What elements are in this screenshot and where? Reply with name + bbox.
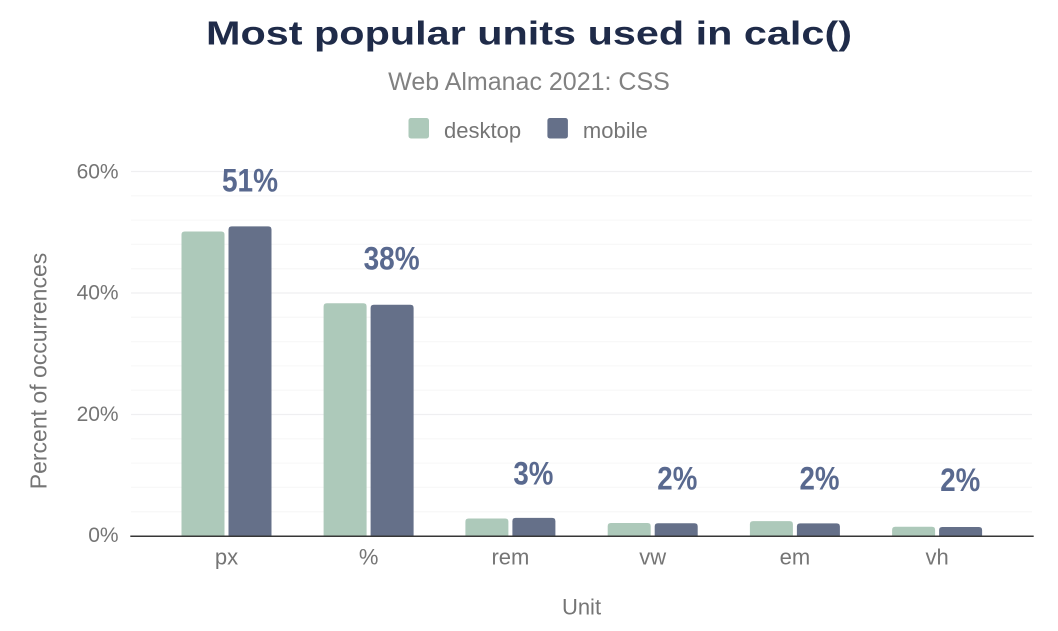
- svg-text:Most popular units used in cal: Most popular units used in calc(): [206, 16, 852, 53]
- svg-text:3%: 3%: [513, 456, 553, 492]
- svg-text:60%: 60%: [77, 161, 119, 184]
- svg-text:40%: 40%: [77, 282, 119, 305]
- svg-text:51%: 51%: [222, 163, 278, 199]
- svg-text:38%: 38%: [364, 241, 420, 277]
- svg-text:2%: 2%: [657, 461, 697, 497]
- svg-text:2%: 2%: [800, 461, 840, 497]
- svg-text:em: em: [780, 545, 811, 570]
- svg-text:vw: vw: [639, 545, 666, 570]
- svg-text:Unit: Unit: [562, 595, 601, 620]
- svg-text:vh: vh: [925, 545, 948, 570]
- svg-text:Web Almanac 2021: CSS: Web Almanac 2021: CSS: [388, 68, 670, 96]
- svg-text:desktop: desktop: [444, 118, 521, 143]
- svg-text:2%: 2%: [940, 462, 980, 498]
- svg-text:rem: rem: [491, 545, 529, 570]
- svg-text:Percent of occurrences: Percent of occurrences: [26, 253, 52, 490]
- svg-text:px: px: [215, 545, 238, 570]
- svg-text:20%: 20%: [77, 403, 119, 426]
- svg-text:mobile: mobile: [583, 118, 648, 143]
- svg-text:%: %: [359, 545, 379, 570]
- svg-text:0%: 0%: [88, 524, 118, 547]
